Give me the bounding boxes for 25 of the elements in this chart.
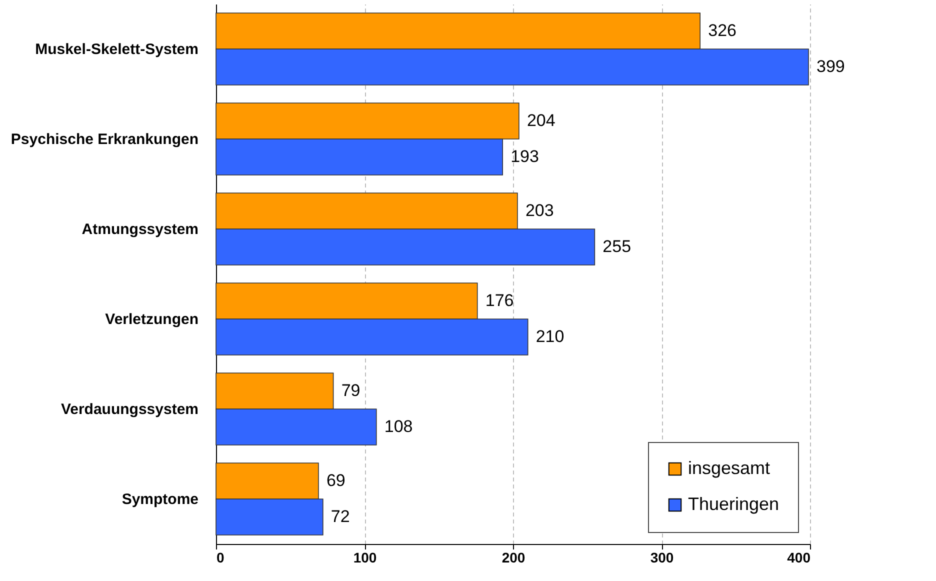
data-label: 176 xyxy=(485,291,514,310)
y-tick-label: Atmungssystem xyxy=(82,221,198,238)
data-label: 326 xyxy=(708,21,736,40)
data-label: 79 xyxy=(341,381,360,400)
x-tick-label: 100 xyxy=(353,550,377,566)
x-tick-label: 0 xyxy=(216,550,224,566)
data-label: 69 xyxy=(326,471,346,490)
y-tick-label: Verdauungssystem xyxy=(60,401,198,418)
data-label: 210 xyxy=(536,327,564,346)
x-tick-label: 400 xyxy=(787,550,811,566)
data-label: 108 xyxy=(384,417,413,436)
data-label: 255 xyxy=(602,237,632,256)
data-label: 204 xyxy=(526,111,556,130)
legend-label: insgesamt xyxy=(688,458,770,478)
data-label: 72 xyxy=(330,507,350,526)
y-tick-label: Muskel-Skelett-System xyxy=(35,41,198,58)
y-tick-label: Psychische Erkrankungen xyxy=(10,131,198,148)
data-label: 203 xyxy=(525,201,554,220)
y-tick-label: Verletzungen xyxy=(105,311,198,328)
data-label: 193 xyxy=(510,147,539,166)
x-tick-label: 300 xyxy=(650,550,674,566)
legend-label: Thueringen xyxy=(688,494,780,514)
data-label: 399 xyxy=(816,57,845,76)
y-tick-label: Symptome xyxy=(122,491,198,508)
x-tick-label: 200 xyxy=(502,550,526,566)
